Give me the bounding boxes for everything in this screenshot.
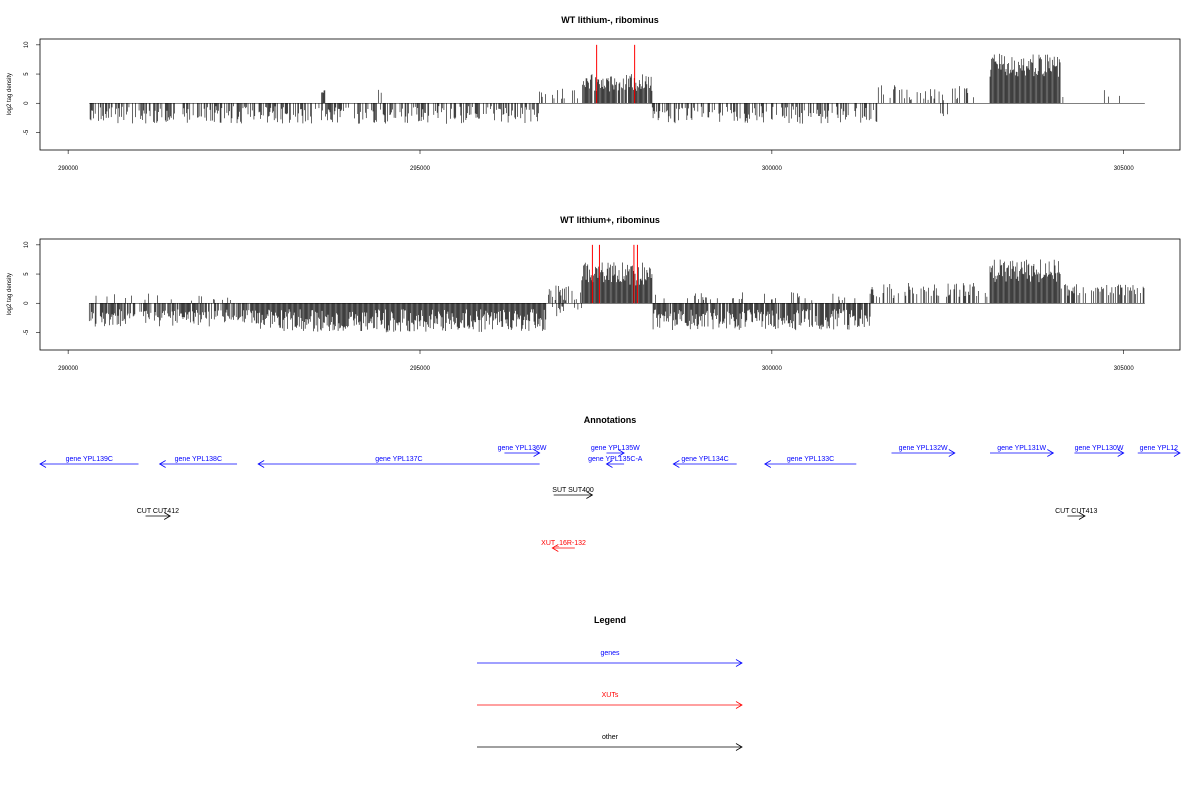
arrow-head bbox=[735, 659, 743, 667]
bar-marks bbox=[89, 44, 1145, 124]
x-tick-label: 305000 bbox=[1114, 366, 1135, 372]
y-tick-label: -5 bbox=[24, 129, 30, 135]
arrow-head bbox=[1117, 449, 1125, 457]
x-tick-label: 305000 bbox=[1114, 166, 1135, 172]
y-tick-label: -5 bbox=[24, 329, 30, 335]
feature-label: CUT CUT412 bbox=[137, 508, 179, 515]
annotation-feature: CUT CUT412 bbox=[137, 508, 179, 520]
annotation-feature: SUT SUT400 bbox=[552, 487, 594, 499]
x-tick-label: 295000 bbox=[410, 366, 431, 372]
arrow-head bbox=[1047, 449, 1055, 457]
arrow-head bbox=[257, 460, 265, 468]
y-tick-label: 10 bbox=[24, 241, 30, 248]
feature-label: gene YPL131W bbox=[997, 445, 1046, 452]
annotation-feature: gene YPL132W bbox=[891, 445, 956, 457]
feature-label: gene YPL132W bbox=[899, 445, 948, 452]
annotations-panel: Annotations gene YPL139C gene YPL138C gene… bbox=[39, 415, 1181, 552]
annotation-feature: gene YPL139C bbox=[39, 456, 139, 468]
arrow-head bbox=[163, 512, 171, 520]
arrow-head bbox=[1078, 512, 1086, 520]
y-tick-label: 10 bbox=[24, 41, 30, 48]
arrow-head bbox=[672, 460, 680, 468]
legend: Legend genes XUTs other bbox=[477, 615, 743, 751]
feature-label: gene YPL12 bbox=[1140, 445, 1179, 452]
axes: 290000 295000 300000 305000 -5 0 5 10 bbox=[24, 241, 1134, 372]
legend-label: XUTs bbox=[602, 692, 619, 699]
annotation-feature: gene YPL130W bbox=[1074, 445, 1125, 457]
feature-label: gene YPL136W bbox=[498, 445, 547, 452]
annotation-feature: gene YPL12 bbox=[1137, 445, 1181, 457]
legend-item: XUTs bbox=[477, 692, 743, 709]
annotation-feature: gene YPL133C bbox=[764, 456, 857, 468]
annotation-feature: CUT CUT413 bbox=[1055, 508, 1097, 520]
y-tick-label: 5 bbox=[24, 272, 30, 276]
annotation-feature: XUT_16R-132 bbox=[541, 540, 586, 552]
annotation-feature: gene YPL137C bbox=[257, 456, 540, 468]
x-tick-label: 300000 bbox=[762, 366, 783, 372]
legend-title: Legend bbox=[594, 615, 626, 625]
panel-title: WT lithium-, ribominus bbox=[561, 15, 659, 25]
y-axis-label: log2 tag density bbox=[7, 73, 13, 115]
feature-label: XUT_16R-132 bbox=[541, 540, 586, 547]
arrow-head bbox=[1173, 449, 1181, 457]
arrow-head bbox=[764, 460, 772, 468]
plot-frame bbox=[39, 38, 1181, 151]
arrow-head bbox=[158, 460, 166, 468]
annotation-feature: gene YPL136W bbox=[498, 445, 547, 457]
annotation-feature: gene YPL135W bbox=[591, 445, 640, 457]
legend-items: genes XUTs other bbox=[477, 650, 743, 751]
legend-item: genes bbox=[477, 650, 743, 667]
feature-label: gene YPL134C bbox=[681, 456, 728, 463]
arrow-head bbox=[551, 544, 559, 552]
feature-label: SUT SUT400 bbox=[552, 487, 594, 494]
legend-label: other bbox=[602, 734, 619, 741]
legend-label: genes bbox=[600, 650, 620, 657]
arrow-head bbox=[617, 449, 625, 457]
arrow-head bbox=[735, 701, 743, 709]
feature-label: gene YPL133C bbox=[787, 456, 834, 463]
feature-label: gene YPL130W bbox=[1075, 445, 1124, 452]
y-axis-label: log2 tag density bbox=[7, 273, 13, 315]
arrow-head bbox=[735, 743, 743, 751]
feature-label: gene YPL135W bbox=[591, 445, 640, 452]
annotations-title: Annotations bbox=[584, 415, 637, 425]
bar-marks bbox=[88, 244, 1145, 333]
panel-title: WT lithium+, ribominus bbox=[560, 215, 660, 225]
x-tick-label: 295000 bbox=[410, 166, 431, 172]
x-tick-label: 300000 bbox=[762, 166, 783, 172]
x-tick-label: 290000 bbox=[58, 366, 79, 372]
arrow-head bbox=[39, 460, 47, 468]
annotation-feature: gene YPL135C-A bbox=[588, 456, 643, 468]
axes: 290000 295000 300000 305000 -5 0 5 10 bbox=[24, 41, 1134, 172]
feature-label: gene YPL137C bbox=[375, 456, 422, 463]
annotation-features: gene YPL139C gene YPL138C gene YPL137C gene… bbox=[39, 445, 1181, 552]
feature-label: gene YPL135C-A bbox=[588, 456, 643, 463]
arrow-head bbox=[533, 449, 541, 457]
feature-label: gene YPL138C bbox=[175, 456, 222, 463]
annotation-feature: gene YPL138C bbox=[158, 456, 238, 468]
y-tick-label: 5 bbox=[24, 72, 30, 76]
plot-frame bbox=[39, 238, 1181, 351]
y-tick-label: 0 bbox=[24, 301, 30, 305]
feature-label: CUT CUT413 bbox=[1055, 508, 1097, 515]
arrow-head bbox=[586, 491, 594, 499]
legend-item: other bbox=[477, 734, 743, 751]
arrow-head bbox=[948, 449, 956, 457]
x-tick-label: 290000 bbox=[58, 166, 79, 172]
annotation-feature: gene YPL131W bbox=[990, 445, 1055, 457]
track-panel-lithium-minus: WT lithium-, ribominus log2 tag density … bbox=[7, 15, 1181, 172]
y-tick-label: 0 bbox=[24, 101, 30, 105]
arrow-head bbox=[605, 460, 613, 468]
annotation-feature: gene YPL134C bbox=[672, 456, 737, 468]
feature-label: gene YPL139C bbox=[66, 456, 113, 463]
track-panel-lithium-plus: WT lithium+, ribominus log2 tag density … bbox=[7, 215, 1181, 372]
